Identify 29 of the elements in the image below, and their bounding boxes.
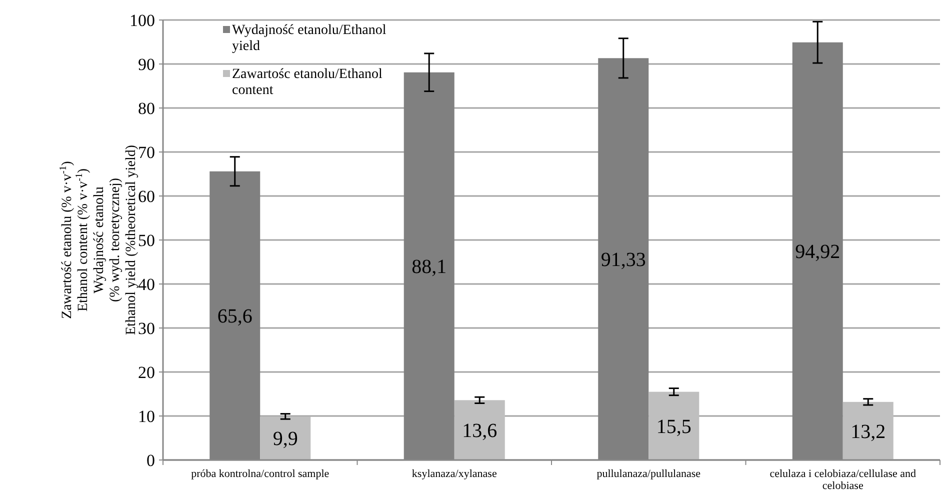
bar [260, 416, 311, 460]
data-label: 88,1 [412, 256, 447, 278]
x-tick-label: celulaza i celobiaza/cellulase and celobiase [770, 468, 917, 492]
y-tick-label: 0 [146, 450, 155, 470]
bar [842, 402, 894, 460]
data-label: 15,5 [656, 416, 692, 438]
data-label: 65,6 [217, 306, 252, 328]
y-tick-label: 80 [138, 98, 155, 118]
y-tick-label: 90 [138, 54, 155, 74]
y-tick-label: 60 [138, 186, 155, 206]
data-label: 9,9 [272, 428, 298, 450]
bar [454, 400, 505, 460]
x-tick-label: próba kontrolna/control sample [191, 468, 330, 480]
bar [648, 392, 700, 460]
legend-label: Zawartośc etanolu/Ethanol content [232, 67, 383, 98]
y-tick-label: 100 [130, 10, 155, 30]
y-tick-label: 40 [138, 274, 155, 294]
y-tick-label: 30 [138, 318, 155, 338]
data-label: 13,2 [850, 420, 886, 443]
x-tick-label: ksylanaza/xylanase [412, 468, 497, 480]
data-label: 13,6 [462, 420, 498, 442]
data-label: 94,92 [795, 241, 840, 264]
data-label: 91,33 [600, 249, 646, 272]
y-tick-label: 50 [138, 230, 155, 250]
y-tick-label: 70 [138, 142, 155, 162]
y-tick-label: 10 [138, 406, 155, 426]
x-tick-label: pullulanaza/pullulanase [596, 468, 701, 480]
y-tick-label: 20 [138, 362, 155, 382]
legend-label: Wydajność etanolu/Ethanol yield [232, 23, 386, 54]
